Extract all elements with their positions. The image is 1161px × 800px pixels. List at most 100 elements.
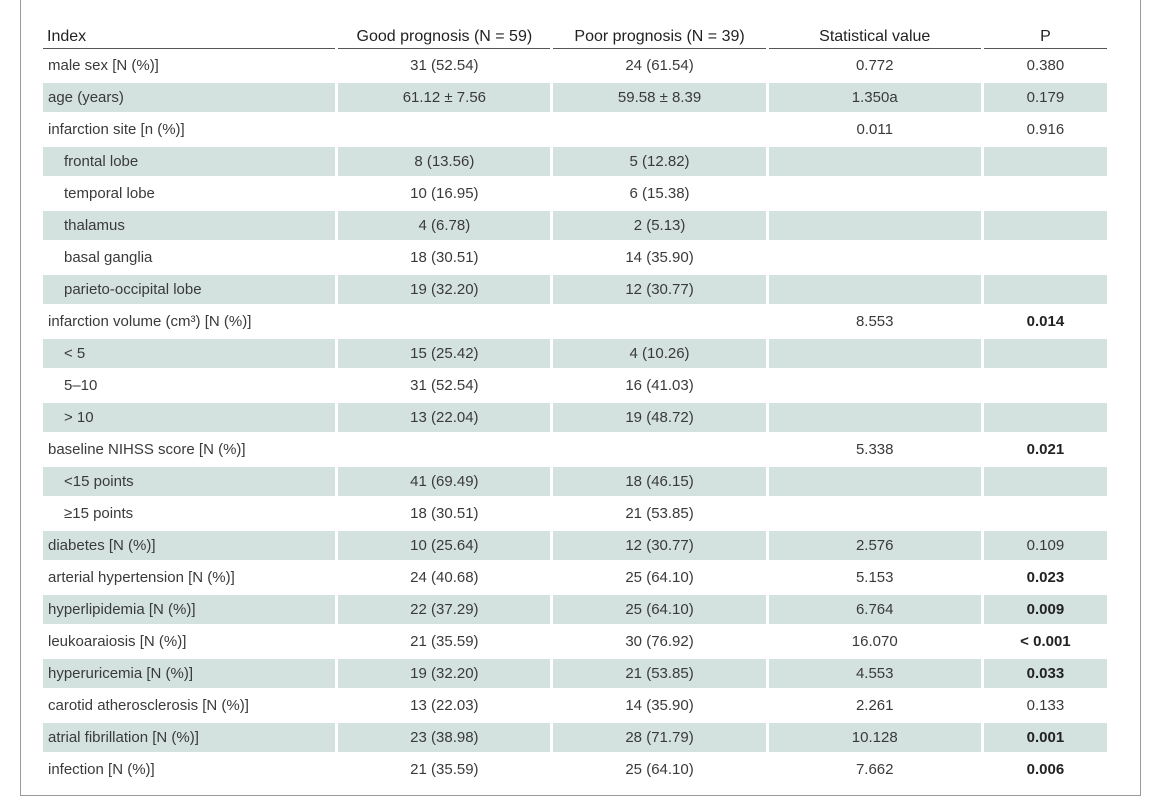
index-cell: hyperuricemia [N (%)] [43, 657, 336, 689]
good-prognosis-cell: 41 (69.49) [338, 465, 551, 497]
good-prognosis-cell [338, 305, 551, 337]
index-cell: <15 points [43, 465, 336, 497]
p-value-cell [983, 241, 1107, 273]
poor-prognosis-cell: 19 (48.72) [553, 401, 766, 433]
poor-prognosis-cell: 14 (35.90) [553, 689, 766, 721]
table-row: hyperuricemia [N (%)] 19 (32.20) 21 (53.85… [43, 657, 1107, 689]
p-value-cell [983, 465, 1107, 497]
statistical-value-cell: 0.011 [768, 113, 981, 145]
poor-prognosis-cell: 24 (61.54) [553, 49, 766, 81]
statistical-value-cell [768, 177, 981, 209]
table-row: < 5 15 (25.42) 4 (10.26) [43, 337, 1107, 369]
p-value-cell [983, 209, 1107, 241]
index-cell: infarction site [n (%)] [43, 113, 336, 145]
p-value-cell: < 0.001 [983, 625, 1107, 657]
table-row: infarction site [n (%)] 0.011 0.916 [43, 113, 1107, 145]
good-prognosis-cell: 8 (13.56) [338, 145, 551, 177]
index-cell: baseline NIHSS score [N (%)] [43, 433, 336, 465]
index-cell: hyperlipidemia [N (%)] [43, 593, 336, 625]
statistical-value-cell: 4.553 [768, 657, 981, 689]
statistical-value-cell: 16.070 [768, 625, 981, 657]
statistical-value-cell [768, 145, 981, 177]
p-value-cell: 0.133 [983, 689, 1107, 721]
good-prognosis-cell: 21 (35.59) [338, 625, 551, 657]
index-cell: basal ganglia [43, 241, 336, 273]
good-prognosis-cell: 24 (40.68) [338, 561, 551, 593]
good-prognosis-cell: 18 (30.51) [338, 241, 551, 273]
p-value-cell [983, 177, 1107, 209]
good-prognosis-cell: 23 (38.98) [338, 721, 551, 753]
index-cell: arterial hypertension [N (%)] [43, 561, 336, 593]
table-row: atrial fibrillation [N (%)] 23 (38.98) 28 … [43, 721, 1107, 753]
statistical-value-cell: 5.153 [768, 561, 981, 593]
header-good-prognosis: Good prognosis (N = 59) [338, 18, 551, 49]
good-prognosis-cell: 10 (25.64) [338, 529, 551, 561]
poor-prognosis-cell: 16 (41.03) [553, 369, 766, 401]
p-value-cell: 0.021 [983, 433, 1107, 465]
table-row: infection [N (%)] 21 (35.59) 25 (64.10) 7.6… [43, 753, 1107, 785]
poor-prognosis-cell: 21 (53.85) [553, 497, 766, 529]
index-cell: 5–10 [43, 369, 336, 401]
index-cell: leukoaraiosis [N (%)] [43, 625, 336, 657]
p-value-cell: 0.009 [983, 593, 1107, 625]
table-row: leukoaraiosis [N (%)] 21 (35.59) 30 (76.92… [43, 625, 1107, 657]
table-row: parieto-occipital lobe 19 (32.20) 12 (30.7… [43, 273, 1107, 305]
table-row: carotid atherosclerosis [N (%)] 13 (22.03… [43, 689, 1107, 721]
table-row: thalamus 4 (6.78) 2 (5.13) [43, 209, 1107, 241]
statistical-value-cell: 2.576 [768, 529, 981, 561]
poor-prognosis-cell: 12 (30.77) [553, 273, 766, 305]
good-prognosis-cell: 10 (16.95) [338, 177, 551, 209]
statistical-value-cell: 1.350a [768, 81, 981, 113]
table-frame [20, 0, 1141, 796]
poor-prognosis-cell: 4 (10.26) [553, 337, 766, 369]
poor-prognosis-cell: 21 (53.85) [553, 657, 766, 689]
poor-prognosis-cell: 14 (35.90) [553, 241, 766, 273]
header-statistical-value: Statistical value [768, 18, 981, 49]
statistical-value-cell [768, 337, 981, 369]
index-cell: temporal lobe [43, 177, 336, 209]
table-row: 5–10 31 (52.54) 16 (41.03) [43, 369, 1107, 401]
index-cell: parieto-occipital lobe [43, 273, 336, 305]
good-prognosis-cell [338, 433, 551, 465]
table-body: male sex [N (%)] 31 (52.54) 24 (61.54) 0.77… [43, 49, 1107, 785]
good-prognosis-cell [338, 113, 551, 145]
good-prognosis-cell: 19 (32.20) [338, 273, 551, 305]
index-cell: < 5 [43, 337, 336, 369]
statistical-value-cell [768, 497, 981, 529]
p-value-cell: 0.006 [983, 753, 1107, 785]
statistical-value-cell [768, 241, 981, 273]
statistical-value-cell: 5.338 [768, 433, 981, 465]
p-value-cell [983, 369, 1107, 401]
index-cell: age (years) [43, 81, 336, 113]
good-prognosis-cell: 19 (32.20) [338, 657, 551, 689]
good-prognosis-cell: 22 (37.29) [338, 593, 551, 625]
table-row: age (years) 61.12 ± 7.56 59.58 ± 8.39 1.350… [43, 81, 1107, 113]
table-row: infarction volume (cm³) [N (%)] 8.553 0.01… [43, 305, 1107, 337]
good-prognosis-cell: 13 (22.03) [338, 689, 551, 721]
p-value-cell: 0.380 [983, 49, 1107, 81]
good-prognosis-cell: 15 (25.42) [338, 337, 551, 369]
p-value-cell [983, 401, 1107, 433]
index-cell: atrial fibrillation [N (%)] [43, 721, 336, 753]
table-row: basal ganglia 18 (30.51) 14 (35.90) [43, 241, 1107, 273]
good-prognosis-cell: 61.12 ± 7.56 [338, 81, 551, 113]
prognosis-table: Index Good prognosis (N = 59) Poor progn… [40, 18, 1110, 785]
index-cell: > 10 [43, 401, 336, 433]
table-row: <15 points 41 (69.49) 18 (46.15) [43, 465, 1107, 497]
statistical-value-cell: 10.128 [768, 721, 981, 753]
table-row: diabetes [N (%)] 10 (25.64) 12 (30.77) 2.57… [43, 529, 1107, 561]
statistical-value-cell [768, 401, 981, 433]
index-cell: infarction volume (cm³) [N (%)] [43, 305, 336, 337]
poor-prognosis-cell [553, 305, 766, 337]
poor-prognosis-cell: 59.58 ± 8.39 [553, 81, 766, 113]
statistical-value-cell: 7.662 [768, 753, 981, 785]
table-row: hyperlipidemia [N (%)] 22 (37.29) 25 (64.1… [43, 593, 1107, 625]
poor-prognosis-cell: 5 (12.82) [553, 145, 766, 177]
header-p: P [983, 18, 1107, 49]
poor-prognosis-cell: 25 (64.10) [553, 753, 766, 785]
index-cell: thalamus [43, 209, 336, 241]
p-value-cell: 0.023 [983, 561, 1107, 593]
statistical-value-cell: 8.553 [768, 305, 981, 337]
index-cell: ≥15 points [43, 497, 336, 529]
index-cell: infection [N (%)] [43, 753, 336, 785]
